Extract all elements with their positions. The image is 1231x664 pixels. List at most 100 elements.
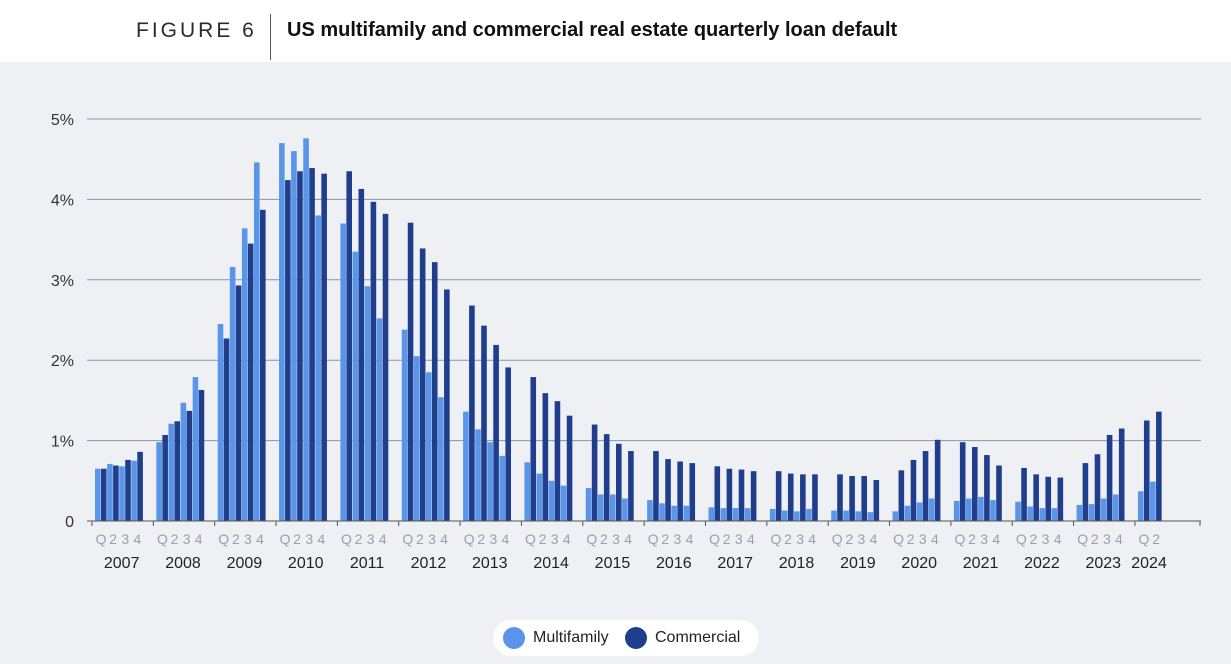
quarter-tick-label: 3 xyxy=(305,531,313,547)
legend-swatch-commercial xyxy=(625,627,647,649)
quarter-tick-label: 3 xyxy=(428,531,436,547)
bar-commercial xyxy=(1156,411,1162,521)
bar-multifamily xyxy=(524,462,531,521)
quarter-tick-label: Q xyxy=(96,531,107,547)
bar-commercial xyxy=(285,180,291,521)
quarter-tick-label: Q xyxy=(586,531,597,547)
bar-commercial xyxy=(1082,463,1089,521)
bar-commercial xyxy=(775,471,782,521)
bar-commercial xyxy=(677,461,683,521)
quarter-tick-label: 2 xyxy=(171,531,179,547)
bar-commercial xyxy=(542,393,549,521)
quarter-tick-label: 4 xyxy=(502,531,510,547)
bar-multifamily xyxy=(241,228,248,521)
bar-commercial xyxy=(591,424,598,521)
bar-commercial xyxy=(113,465,119,521)
bar-multifamily xyxy=(548,480,555,521)
bar-commercial xyxy=(984,455,990,521)
bar-multifamily xyxy=(928,498,935,521)
bar-commercial xyxy=(750,471,757,521)
quarter-tick-label: 2 xyxy=(293,531,301,547)
quarter-tick-label: 2 xyxy=(232,531,240,547)
quarter-tick-label: Q xyxy=(402,531,413,547)
bar-multifamily xyxy=(855,511,861,521)
quarter-tick-label: 2 xyxy=(968,531,976,547)
legend-item-multifamily: Multifamily xyxy=(503,620,609,656)
year-tick-label: 2009 xyxy=(227,555,263,572)
chart-title: US multifamily and commercial real estat… xyxy=(287,19,898,41)
bar-multifamily xyxy=(413,356,420,521)
bar-commercial xyxy=(665,459,671,521)
quarter-tick-label: 4 xyxy=(992,531,1000,547)
bars xyxy=(95,138,1162,522)
quarter-tick-label: 4 xyxy=(440,531,448,547)
bar-multifamily xyxy=(683,505,690,521)
quarter-tick-label: 4 xyxy=(870,531,878,547)
quarter-tick-label: Q xyxy=(1077,531,1088,547)
bar-multifamily xyxy=(475,429,481,521)
bar-multifamily xyxy=(622,498,628,521)
bar-commercial xyxy=(861,475,867,521)
bar-commercial xyxy=(247,243,254,521)
quarter-tick-label: 3 xyxy=(980,531,988,547)
legend-label-commercial: Commercial xyxy=(655,629,741,646)
bar-multifamily xyxy=(781,510,788,521)
figure-label: FIGURE 6 xyxy=(136,19,257,42)
bar-multifamily xyxy=(647,500,653,521)
bar-commercial xyxy=(922,451,929,521)
quarter-tick-label: 4 xyxy=(931,531,939,547)
bar-multifamily xyxy=(916,502,923,521)
bar-commercial xyxy=(431,262,438,521)
quarter-tick-label: 4 xyxy=(624,531,632,547)
bar-multifamily xyxy=(131,460,137,521)
bar-multifamily xyxy=(487,442,493,521)
bar-multifamily xyxy=(156,442,162,521)
bar-commercial xyxy=(505,367,511,521)
bar-multifamily xyxy=(978,496,984,521)
bar-multifamily xyxy=(119,466,125,521)
quarter-tick-label: 4 xyxy=(318,531,326,547)
bar-multifamily xyxy=(1150,481,1156,521)
bar-multifamily xyxy=(1051,508,1058,521)
y-tick-label: 5% xyxy=(51,112,74,129)
year-tick-label: 2013 xyxy=(472,555,508,572)
bar-commercial xyxy=(358,188,365,521)
bar-multifamily xyxy=(291,151,297,521)
bar-commercial xyxy=(1143,420,1150,521)
y-tick-label: 4% xyxy=(51,192,74,209)
bar-commercial xyxy=(996,465,1002,521)
year-tick-label: 2016 xyxy=(656,555,692,572)
quarter-tick-label: Q xyxy=(770,531,781,547)
bar-multifamily xyxy=(966,498,972,521)
bar-commercial xyxy=(554,401,561,521)
bar-multifamily xyxy=(953,500,960,521)
quarter-tick-label: 3 xyxy=(612,531,620,547)
bar-commercial xyxy=(616,443,622,521)
bar-commercial xyxy=(223,338,230,521)
quarter-tick-label: 2 xyxy=(109,531,117,547)
bar-commercial xyxy=(689,463,696,521)
bar-commercial xyxy=(174,421,181,521)
bar-multifamily xyxy=(806,508,812,521)
quarter-tick-label: 3 xyxy=(674,531,682,547)
quarter-tick-label: Q xyxy=(218,531,229,547)
quarter-tick-label: 3 xyxy=(858,531,866,547)
bar-commercial xyxy=(873,479,880,521)
year-tick-label: 2018 xyxy=(779,555,815,572)
bar-commercial xyxy=(481,325,487,521)
bar-commercial xyxy=(959,442,966,521)
quarter-tick-label: 2 xyxy=(539,531,547,547)
quarter-tick-label: Q xyxy=(464,531,475,547)
year-tick-label: 2014 xyxy=(533,555,569,572)
year-tick-label: 2024 xyxy=(1131,555,1167,572)
bar-multifamily xyxy=(904,505,911,521)
bar-commercial xyxy=(787,473,794,521)
bar-commercial xyxy=(469,305,475,521)
bar-multifamily xyxy=(671,505,677,521)
year-tick-label: 2022 xyxy=(1024,555,1060,572)
year-tick-label: 2021 xyxy=(963,555,999,572)
quarter-tick-label: 4 xyxy=(1115,531,1123,547)
year-tick-label: 2023 xyxy=(1085,555,1121,572)
bar-multifamily xyxy=(990,500,996,521)
quarter-tick-label: 3 xyxy=(551,531,559,547)
